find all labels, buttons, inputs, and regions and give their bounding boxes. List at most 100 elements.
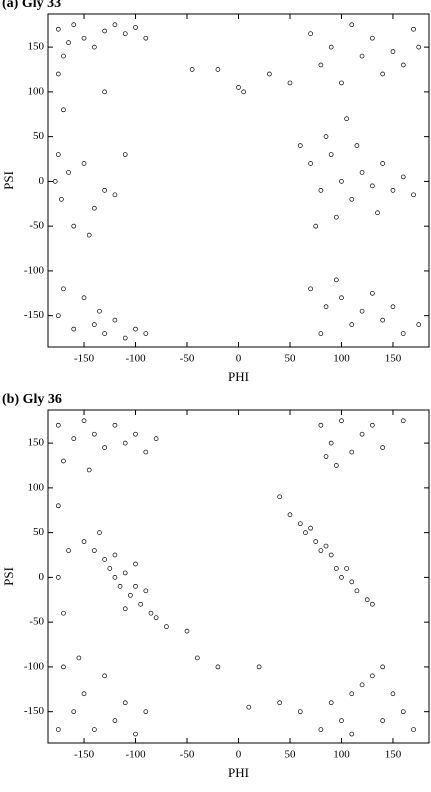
point: [308, 31, 313, 37]
point: [81, 295, 87, 301]
y-axis-label: PSI: [1, 171, 16, 190]
point: [122, 31, 128, 37]
point: [333, 566, 339, 571]
point: [112, 718, 118, 723]
point: [308, 286, 313, 292]
point: [128, 592, 133, 598]
point: [52, 179, 58, 184]
point: [370, 673, 375, 679]
y-axis-label: PSI: [1, 567, 16, 586]
point: [215, 664, 221, 670]
point: [112, 192, 118, 198]
point: [333, 277, 339, 283]
point: [416, 322, 422, 327]
point: [297, 709, 303, 715]
y-tick-label: -50: [29, 220, 44, 232]
point: [339, 295, 344, 301]
point: [349, 22, 355, 28]
point: [112, 552, 118, 558]
x-tick-label: -50: [180, 749, 195, 761]
point: [339, 80, 344, 86]
point: [97, 308, 102, 314]
y-tick-label: -150: [24, 309, 45, 321]
point: [308, 525, 313, 531]
point: [122, 606, 128, 612]
point: [400, 62, 406, 68]
point: [354, 143, 360, 148]
point: [416, 44, 422, 50]
point: [359, 308, 365, 314]
point: [61, 286, 66, 292]
y-tick-label: 100: [28, 481, 45, 493]
y-tick-label: 150: [28, 41, 45, 53]
point: [323, 134, 329, 139]
point: [107, 566, 113, 571]
point: [400, 331, 406, 336]
point: [349, 449, 355, 455]
x-tick-label: 0: [236, 353, 242, 365]
point: [328, 552, 334, 558]
point: [112, 317, 118, 323]
point: [411, 192, 416, 198]
point: [318, 62, 324, 68]
point: [71, 223, 77, 229]
x-tick-label: 150: [385, 353, 402, 365]
point: [71, 22, 77, 28]
y-tick-label: 0: [39, 175, 45, 187]
point: [81, 418, 87, 424]
point: [143, 709, 149, 715]
point: [390, 49, 396, 54]
point: [86, 232, 92, 238]
point: [91, 548, 97, 553]
point: [354, 588, 360, 594]
point: [370, 183, 375, 189]
point: [122, 152, 128, 157]
point: [277, 494, 283, 500]
x-tick-label: -150: [74, 749, 95, 761]
point: [370, 290, 375, 296]
point: [91, 431, 97, 437]
point: [71, 709, 77, 715]
point: [91, 322, 97, 327]
point: [380, 317, 386, 323]
point: [333, 214, 339, 220]
point: [117, 583, 123, 589]
point: [61, 458, 66, 464]
y-tick-label: 0: [39, 571, 45, 583]
point: [328, 700, 334, 706]
point: [267, 71, 272, 77]
point: [303, 530, 308, 535]
point: [61, 664, 66, 670]
point: [143, 588, 149, 594]
point: [318, 727, 324, 732]
point: [359, 53, 365, 59]
x-tick-label: 50: [284, 353, 296, 365]
point: [277, 700, 283, 706]
point: [153, 436, 159, 441]
point: [112, 422, 118, 428]
point: [102, 187, 107, 193]
point: [133, 25, 138, 30]
point: [133, 326, 138, 332]
point: [411, 26, 416, 32]
point: [323, 543, 329, 549]
y-tick-label: -150: [24, 705, 45, 717]
y-tick-label: 100: [28, 85, 45, 97]
point: [153, 615, 159, 621]
point: [380, 718, 386, 723]
x-tick-label: -150: [74, 353, 95, 365]
point: [344, 566, 349, 571]
y-tick-label: 150: [28, 437, 45, 449]
point: [256, 664, 262, 670]
point: [339, 575, 344, 580]
point: [328, 440, 334, 446]
point: [339, 179, 344, 184]
point: [81, 161, 87, 166]
point: [364, 597, 370, 603]
point: [91, 44, 97, 50]
point: [297, 521, 303, 527]
point: [55, 71, 61, 77]
x-tick-label: -100: [125, 353, 146, 365]
